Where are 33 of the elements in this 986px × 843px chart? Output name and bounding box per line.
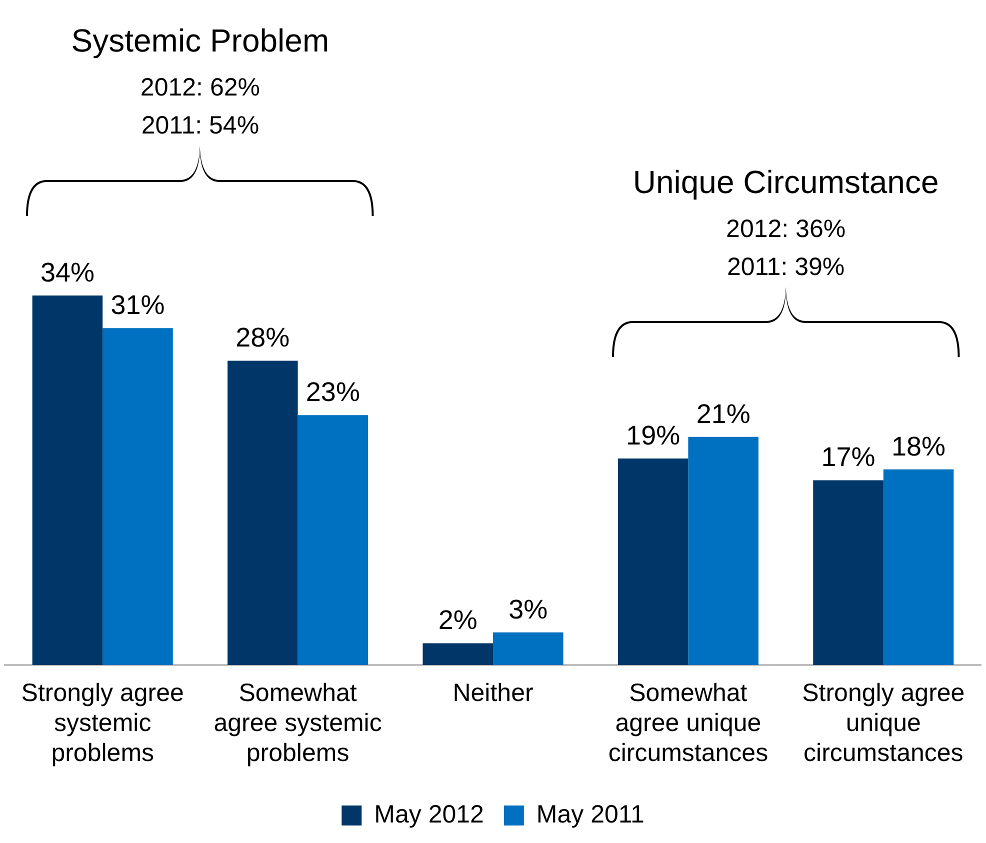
text: 2011: 54% [141, 112, 260, 140]
text: Unique Circumstance [632, 164, 939, 200]
legend-label: May 2011 [536, 800, 644, 828]
data-label: 18% [892, 431, 946, 462]
x-tick-label: Neither [452, 678, 534, 707]
data-label: 19% [626, 420, 680, 450]
text: Systemic Problem [71, 22, 330, 59]
bar [813, 480, 884, 665]
x-tick-label: Somewhat agree systemic problems [214, 678, 382, 767]
data-label: 28% [236, 322, 290, 353]
bar [32, 296, 103, 665]
x-tick-label: Strongly agree systemic problems [21, 678, 184, 767]
bar [298, 415, 368, 665]
bar [102, 328, 173, 665]
bar [493, 632, 564, 665]
data-label: 31% [110, 290, 165, 320]
bar [422, 643, 493, 665]
text: 2012: 36% [726, 214, 846, 243]
data-label: 21% [696, 398, 750, 429]
bar [883, 469, 954, 665]
legend-label: May 2012 [374, 800, 484, 828]
data-label: 3% [508, 594, 548, 624]
x-tick-label: Somewhat agree unique circumstances [608, 678, 768, 767]
data-label: 23% [306, 377, 360, 408]
bar [618, 458, 688, 665]
bar [688, 436, 758, 665]
bar [228, 360, 298, 665]
text: 2011: 39% [726, 252, 845, 281]
data-label: 34% [40, 258, 94, 288]
x-tick-label: Strongly agree unique circumstances [802, 678, 965, 767]
data-label: 17% [821, 442, 876, 472]
text: 2012: 62% [140, 74, 260, 102]
data-label: 2% [438, 605, 478, 636]
